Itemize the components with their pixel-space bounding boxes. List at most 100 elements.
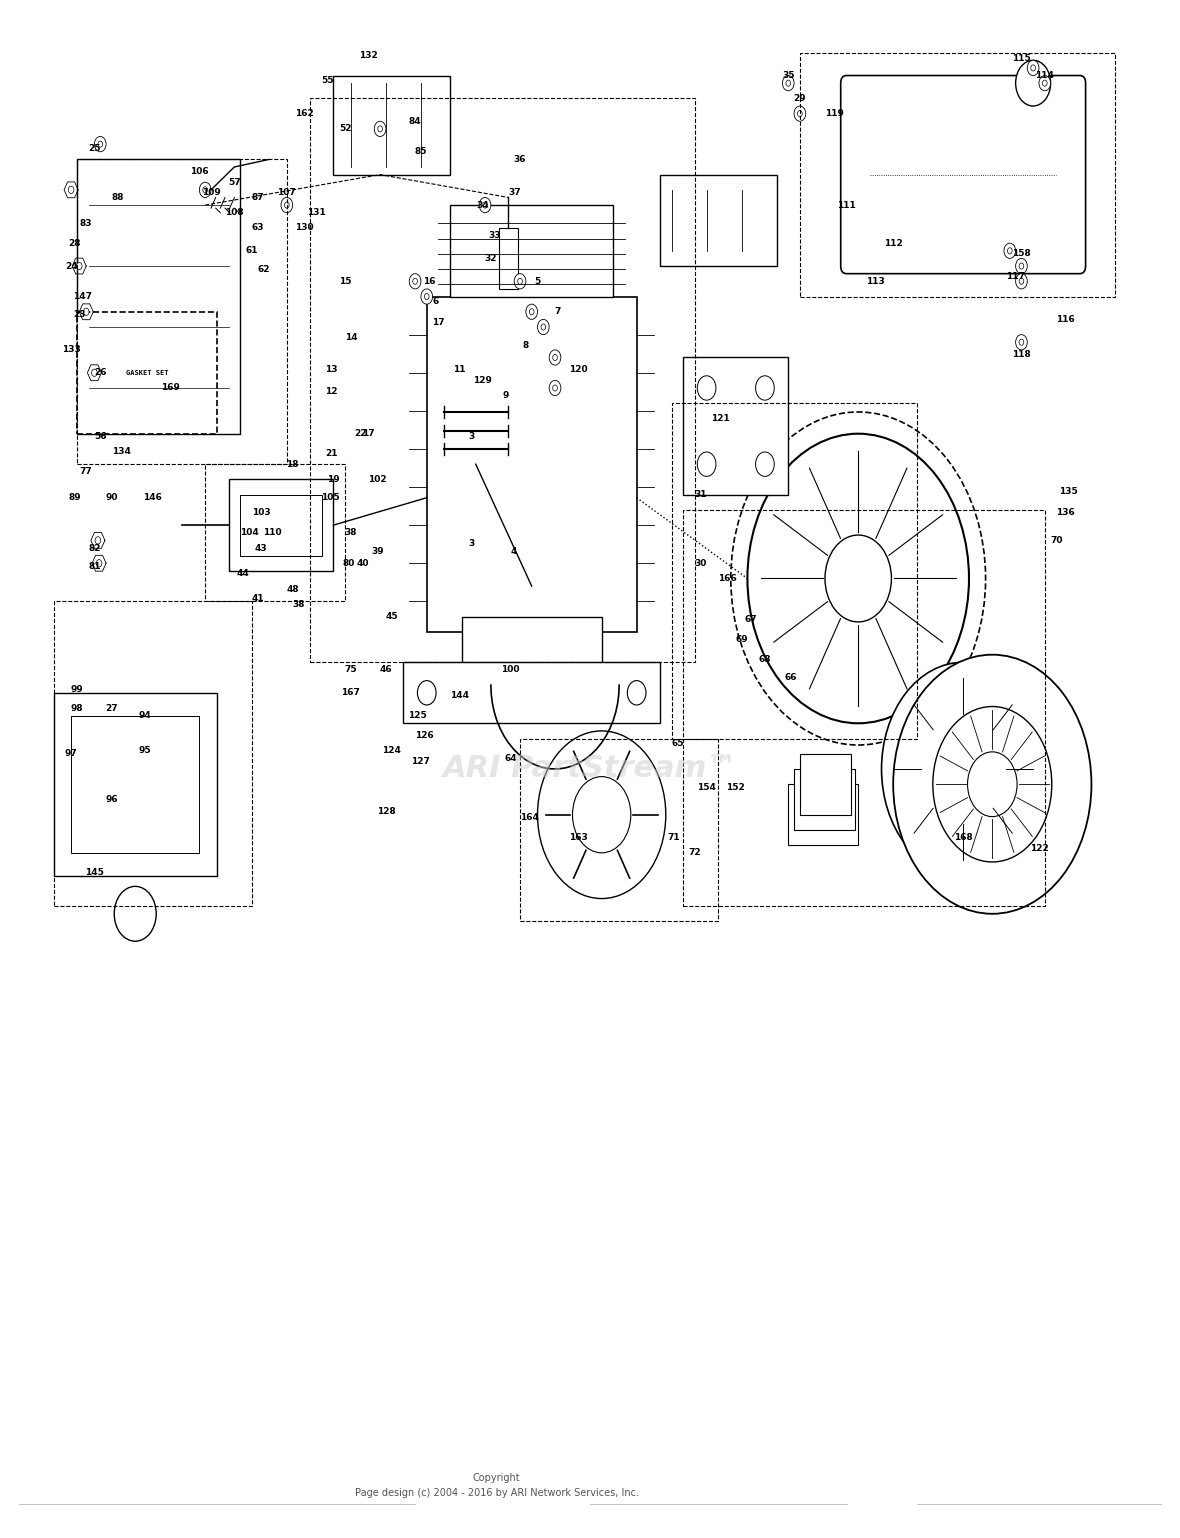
- Text: 3: 3: [468, 538, 474, 548]
- Text: 36: 36: [513, 155, 526, 165]
- Text: 9: 9: [503, 391, 510, 400]
- Circle shape: [514, 274, 526, 289]
- Circle shape: [199, 181, 211, 197]
- Circle shape: [572, 777, 631, 854]
- Text: 87: 87: [251, 192, 264, 201]
- Text: 146: 146: [143, 494, 162, 503]
- Circle shape: [1038, 75, 1050, 91]
- Text: 98: 98: [71, 703, 84, 712]
- Text: 11: 11: [453, 365, 466, 374]
- Bar: [53, 601, 251, 906]
- Text: 21: 21: [324, 449, 337, 458]
- Text: 52: 52: [339, 125, 352, 134]
- Bar: [461, 617, 602, 678]
- Text: 46: 46: [380, 666, 392, 675]
- Text: 66: 66: [785, 674, 796, 681]
- Circle shape: [1016, 60, 1050, 106]
- Text: 71: 71: [668, 834, 681, 843]
- Text: 154: 154: [697, 783, 716, 792]
- Bar: [788, 784, 858, 846]
- Text: 25: 25: [88, 145, 100, 154]
- Circle shape: [881, 663, 1044, 875]
- Bar: [310, 98, 695, 663]
- Text: 38: 38: [293, 600, 304, 609]
- Circle shape: [1008, 248, 1012, 254]
- Circle shape: [549, 380, 560, 395]
- Text: 122: 122: [1030, 844, 1048, 852]
- Text: 4: 4: [511, 546, 517, 555]
- Text: Page design (c) 2004 - 2016 by ARI Network Services, Inc.: Page design (c) 2004 - 2016 by ARI Netwo…: [355, 1487, 638, 1498]
- Text: 43: 43: [255, 543, 268, 552]
- Circle shape: [97, 560, 101, 568]
- Circle shape: [825, 535, 891, 621]
- Circle shape: [526, 305, 538, 320]
- Text: 105: 105: [321, 494, 340, 503]
- Text: 63: 63: [251, 223, 264, 232]
- Circle shape: [1016, 274, 1028, 289]
- Text: 24: 24: [65, 261, 78, 271]
- Text: 16: 16: [422, 277, 435, 286]
- Circle shape: [1028, 60, 1038, 75]
- Circle shape: [549, 349, 560, 365]
- Text: 68: 68: [759, 655, 772, 664]
- Text: 28: 28: [68, 238, 80, 248]
- Circle shape: [782, 75, 794, 91]
- Circle shape: [1016, 258, 1028, 274]
- Text: 166: 166: [719, 574, 738, 583]
- Circle shape: [1020, 263, 1024, 269]
- Text: 134: 134: [112, 448, 131, 457]
- Text: 130: 130: [295, 223, 314, 232]
- Circle shape: [923, 715, 1004, 823]
- Text: 115: 115: [1012, 54, 1031, 63]
- Circle shape: [114, 886, 156, 941]
- Text: 83: 83: [80, 218, 92, 228]
- Text: 7: 7: [555, 308, 560, 317]
- Bar: [671, 403, 917, 738]
- Bar: [683, 357, 788, 495]
- Bar: [241, 495, 322, 555]
- Text: 129: 129: [473, 375, 492, 384]
- Text: 57: 57: [228, 178, 241, 186]
- Text: 136: 136: [1056, 509, 1075, 517]
- Circle shape: [1016, 335, 1028, 349]
- Text: ARI PartStream™: ARI PartStream™: [442, 755, 738, 783]
- Text: 8: 8: [523, 341, 529, 349]
- Text: 106: 106: [190, 168, 209, 175]
- Text: 102: 102: [368, 475, 387, 484]
- Text: 55: 55: [321, 75, 334, 85]
- Text: 144: 144: [450, 692, 468, 700]
- Circle shape: [552, 384, 557, 391]
- Text: 26: 26: [94, 368, 106, 377]
- Circle shape: [1004, 243, 1016, 258]
- Text: 17: 17: [432, 318, 445, 328]
- Text: 45: 45: [386, 612, 398, 621]
- Text: 34: 34: [477, 200, 489, 209]
- Circle shape: [755, 375, 774, 400]
- Circle shape: [697, 375, 716, 400]
- Text: 112: 112: [884, 238, 903, 248]
- Text: 72: 72: [689, 849, 701, 857]
- Circle shape: [374, 122, 386, 137]
- Circle shape: [418, 681, 437, 704]
- Text: 126: 126: [415, 731, 434, 740]
- Bar: [77, 160, 287, 464]
- Text: 39: 39: [372, 546, 384, 555]
- Text: 17: 17: [362, 429, 375, 438]
- Text: 18: 18: [287, 460, 299, 469]
- Circle shape: [794, 106, 806, 122]
- Text: 117: 117: [1007, 272, 1025, 281]
- Bar: [800, 52, 1115, 297]
- Text: 114: 114: [1035, 71, 1054, 80]
- Text: 67: 67: [745, 615, 758, 624]
- Circle shape: [483, 201, 487, 208]
- Circle shape: [421, 289, 433, 305]
- Circle shape: [378, 126, 382, 132]
- Circle shape: [1031, 65, 1036, 71]
- Text: 108: 108: [225, 208, 243, 217]
- Text: 99: 99: [71, 686, 84, 694]
- Text: 145: 145: [85, 867, 104, 877]
- Bar: [77, 160, 241, 434]
- Text: 27: 27: [105, 703, 118, 712]
- Text: 127: 127: [412, 757, 431, 766]
- Text: 69: 69: [735, 635, 748, 644]
